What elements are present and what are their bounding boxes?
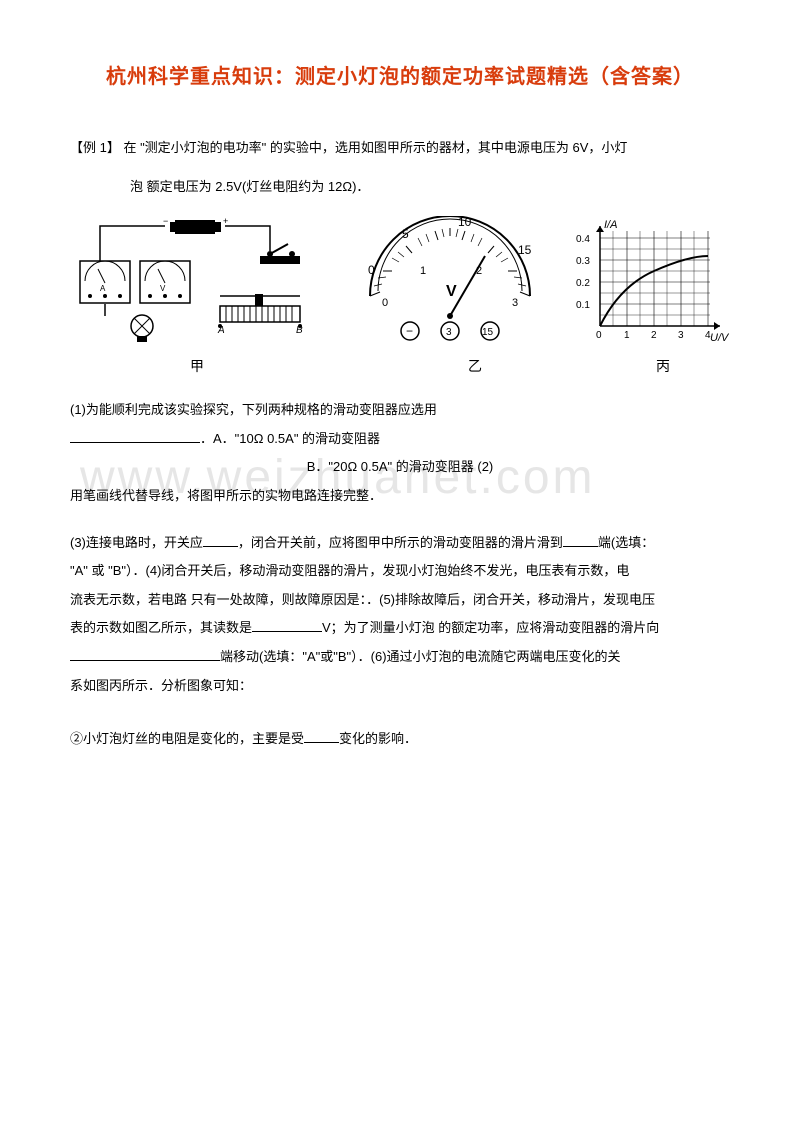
svg-text:1: 1 <box>624 330 630 341</box>
question-1: (1)为能顺利完成该实验探究，下列两种规格的滑动变阻器应选用 <box>70 396 730 425</box>
example-label: 【例 1】 <box>70 140 120 155</box>
svg-text:0.1: 0.1 <box>576 300 590 311</box>
q5-part2: 表的示数如图乙所示，其读数是 <box>70 620 252 635</box>
q3-part3: 端(选填： <box>598 535 654 550</box>
example-line2: 泡 额定电压为 2.5V(灯丝电阻约为 12Ω)． <box>70 173 730 202</box>
svg-text:U/V: U/V <box>710 332 730 344</box>
option-a: ．A．"10Ω 0.5A" 的滑动变阻器 <box>200 431 380 446</box>
blank-q1 <box>70 442 200 443</box>
label-bing: 丙 <box>656 356 670 376</box>
figure-labels: 甲 乙 丙 <box>70 356 730 376</box>
svg-text:0.3: 0.3 <box>576 256 590 267</box>
example-line1: 在 "测定小灯泡的电功率" 的实验中，选用如图甲所示的器材，其中电源电压为 6V… <box>120 140 628 155</box>
question-4: "A" 或 "B"）．(4)闭合开关后，移动滑动变阻器的滑片，发现小灯泡始终不发… <box>70 557 730 586</box>
question-6a-line: 端移动(选填："A"或"B"）．(6)通过小灯泡的电流随它两端电压变化的关 <box>70 643 730 672</box>
svg-text:10: 10 <box>458 216 472 229</box>
q7-part2: 变化的影响． <box>339 731 417 746</box>
q7-part1: ②小灯泡灯丝的电阻是变化的，主要是受 <box>70 731 304 746</box>
blank-q3a <box>203 546 238 547</box>
option-b: B．"20Ω 0.5A" 的滑动变阻器 (2) <box>70 453 730 482</box>
blank-q7 <box>304 742 339 743</box>
svg-text:I/A: I/A <box>604 219 617 231</box>
q3-part2: ，闭合开关前，应将图甲中所示的滑动变阻器的滑片滑到 <box>238 535 563 550</box>
svg-text:15: 15 <box>482 327 494 338</box>
question-5a: 流表无示数，若电路 只有一处故障，则故障原因是：．(5)排除故障后，闭合开关，移… <box>70 586 730 615</box>
svg-text:2: 2 <box>651 330 657 341</box>
question-6b: 系如图丙所示．分析图象可知： <box>70 672 730 701</box>
example-header: 【例 1】 在 "测定小灯泡的电功率" 的实验中，选用如图甲所示的器材，其中电源… <box>70 134 730 163</box>
svg-text:0: 0 <box>382 297 388 309</box>
svg-text:5: 5 <box>402 227 409 241</box>
svg-text:3: 3 <box>446 327 452 338</box>
svg-text:15: 15 <box>518 243 532 257</box>
svg-text:3: 3 <box>512 297 518 309</box>
blank-q5b <box>70 660 220 661</box>
figure-meter: 0 5 10 15 0 1 2 3 V − 3 15 <box>350 216 550 351</box>
figure-row: − + A <box>70 216 730 351</box>
svg-text:−: − <box>163 216 168 226</box>
svg-text:1: 1 <box>420 265 426 277</box>
label-jia: 甲 <box>190 356 204 376</box>
svg-text:V: V <box>160 284 166 293</box>
label-yi: 乙 <box>468 356 482 376</box>
page-title: 杭州科学重点知识：测定小灯泡的额定功率试题精选（含答案） <box>70 60 730 89</box>
option-a-line: ．A．"10Ω 0.5A" 的滑动变阻器 <box>70 425 730 454</box>
blank-q5a <box>252 631 322 632</box>
figure-graph: 0.1 0.2 0.3 0.4 0 1 2 3 4 I/A U/V <box>570 216 730 351</box>
svg-text:0.4: 0.4 <box>576 234 590 245</box>
question-7-line: ②小灯泡灯丝的电阻是变化的，主要是受 变化的影响． <box>70 725 730 754</box>
q3-part1: (3)连接电路时，开关应 <box>70 535 203 550</box>
svg-text:A: A <box>100 284 106 293</box>
q6-part1: 端移动(选填："A"或"B"）．(6)通过小灯泡的电流随它两端电压变化的关 <box>220 649 621 664</box>
figure-circuit: − + A <box>70 216 330 351</box>
svg-text:0.2: 0.2 <box>576 278 590 289</box>
svg-text:3: 3 <box>678 330 684 341</box>
question-5b-line: 表的示数如图乙所示，其读数是 V；为了测量小灯泡 的额定功率，应将滑动变阻器的滑片… <box>70 614 730 643</box>
question-2: 用笔画线代替导线，将图甲所示的实物电路连接完整． <box>70 482 730 511</box>
question-3-block: (3)连接电路时，开关应 ，闭合开关前，应将图甲中所示的滑动变阻器的滑片滑到 端(选… <box>70 529 730 558</box>
q5-part3: V；为了测量小灯泡 的额定功率，应将滑动变阻器的滑片向 <box>322 620 659 635</box>
blank-q3b <box>563 546 598 547</box>
svg-text:V: V <box>446 283 457 300</box>
svg-text:+: + <box>223 216 228 226</box>
svg-text:−: − <box>406 324 413 338</box>
svg-text:0: 0 <box>368 263 375 277</box>
svg-text:0: 0 <box>596 330 602 341</box>
